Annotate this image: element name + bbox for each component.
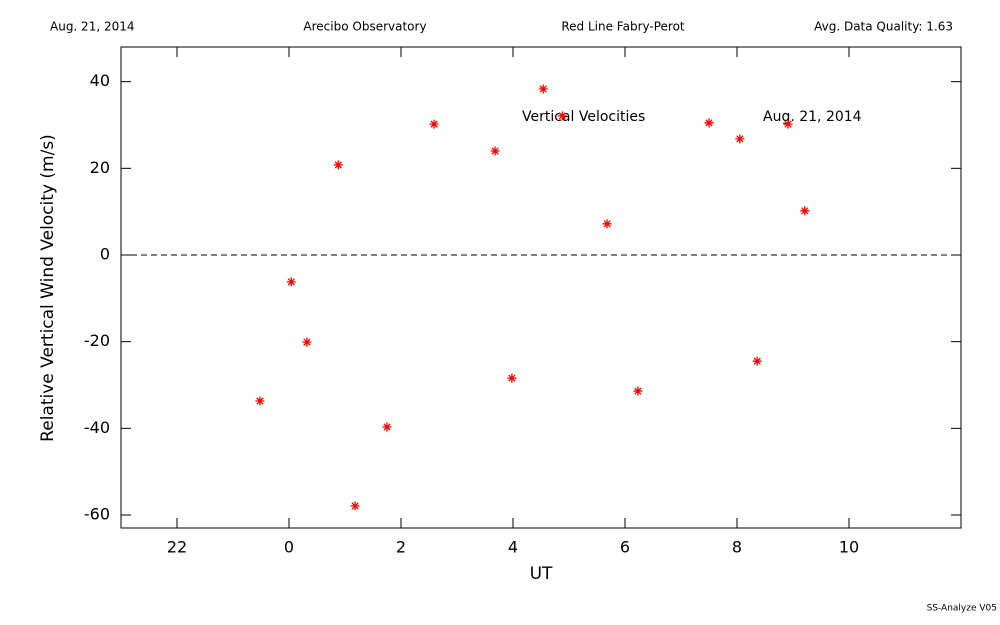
point <box>602 219 612 229</box>
header-instrument: Red Line Fabry-Perot <box>561 20 685 34</box>
x-axis-label: UT <box>530 564 553 584</box>
y-tick-label: 0 <box>100 245 110 264</box>
point <box>538 84 548 94</box>
point <box>255 396 265 406</box>
point <box>557 111 567 121</box>
annotation: Aug. 21, 2014 <box>763 109 862 125</box>
annotation: Vertical Velocities <box>522 109 645 125</box>
plot-frame <box>120 46 962 529</box>
point <box>490 146 500 156</box>
point <box>333 160 343 170</box>
point <box>633 386 643 396</box>
point <box>800 206 810 216</box>
point <box>382 422 392 432</box>
point <box>704 118 714 128</box>
point <box>752 356 762 366</box>
y-tick-label: -60 <box>84 505 110 524</box>
point <box>783 119 793 129</box>
point <box>735 134 745 144</box>
x-tick-label: 6 <box>620 538 630 557</box>
x-tick-label: 22 <box>167 538 187 557</box>
x-tick-label: 8 <box>732 538 742 557</box>
y-tick-label: -20 <box>84 331 110 350</box>
y-axis-label: Relative Vertical Wind Velocity (m/s) <box>38 134 58 442</box>
header-quality: Avg. Data Quality: 1.63 <box>814 20 953 34</box>
y-tick-label: 40 <box>90 71 110 90</box>
point <box>286 277 296 287</box>
footer: SS-Analyze V05 <box>927 604 997 614</box>
point <box>350 501 360 511</box>
y-tick-label: -40 <box>84 418 110 437</box>
x-tick-label: 2 <box>396 538 406 557</box>
point <box>507 373 517 383</box>
x-tick-label: 0 <box>284 538 294 557</box>
point <box>429 119 439 129</box>
x-tick-label: 4 <box>508 538 518 557</box>
point <box>302 337 312 347</box>
header-site: Arecibo Observatory <box>303 20 426 34</box>
x-tick-label: 10 <box>839 538 859 557</box>
y-tick-label: 20 <box>90 158 110 177</box>
header-date: Aug. 21, 2014 <box>50 20 135 34</box>
